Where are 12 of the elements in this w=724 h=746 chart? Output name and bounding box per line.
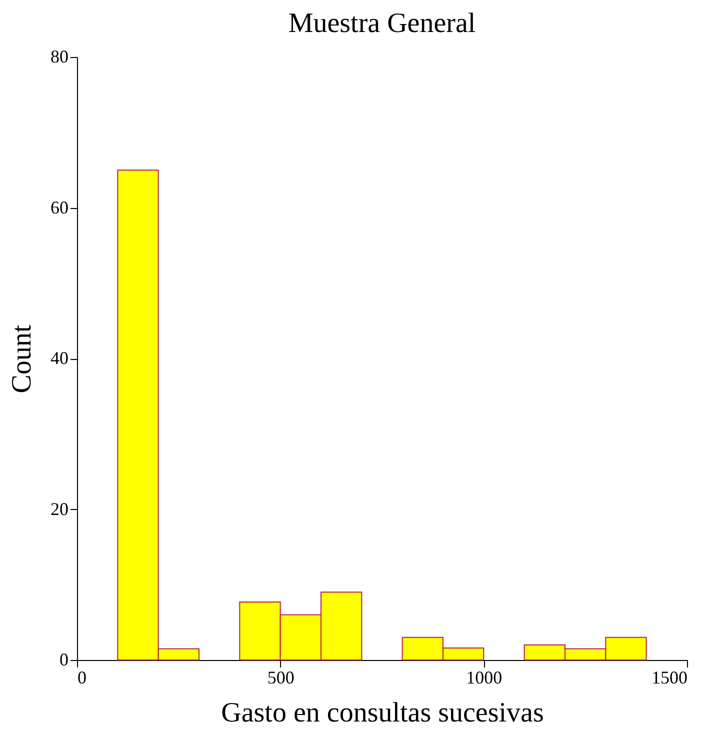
chart-title: Muestra General [288,8,476,39]
x-tick-label: 1000 [466,668,502,688]
x-tick-label: 1500 [652,668,688,688]
y-tick-label: 20 [50,498,68,519]
y-tick-label: 80 [50,46,68,66]
x-tick-label: 0 [78,668,86,688]
x-tick-label: 500 [267,668,294,688]
y-tick-label: 0 [60,650,68,670]
y-tick-label: 60 [50,197,68,218]
y-axis-title: Count [6,324,38,394]
y-tick-label: 40 [50,348,68,368]
x-axis-title: Gasto en consultas sucesivas [221,698,544,728]
